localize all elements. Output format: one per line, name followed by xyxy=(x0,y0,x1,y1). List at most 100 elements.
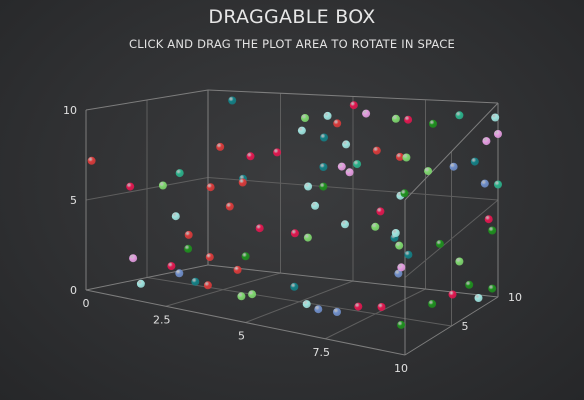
scatter-point[interactable] xyxy=(314,305,323,314)
scatter-point[interactable] xyxy=(228,96,237,105)
scatter-point[interactable] xyxy=(238,178,247,187)
scatter-point[interactable] xyxy=(273,148,282,157)
scatter-point[interactable] xyxy=(448,290,457,299)
scatter-point[interactable] xyxy=(394,269,403,278)
scatter-point[interactable] xyxy=(428,299,437,308)
scatter-point[interactable] xyxy=(353,160,362,169)
scatter-point[interactable] xyxy=(488,284,497,293)
scatter-point[interactable] xyxy=(372,146,381,155)
scatter-point[interactable] xyxy=(455,111,464,120)
scatter-point[interactable] xyxy=(248,290,257,299)
scatter-point[interactable] xyxy=(216,142,225,151)
scatter-point[interactable] xyxy=(341,220,349,229)
scatter-point[interactable] xyxy=(320,133,328,142)
scatter-point[interactable] xyxy=(333,119,342,128)
scatter-points[interactable] xyxy=(87,96,502,329)
axis-frame xyxy=(85,89,499,356)
scatter-point[interactable] xyxy=(255,224,264,233)
scatter-point[interactable] xyxy=(400,189,409,198)
scatter-point[interactable] xyxy=(184,244,193,253)
scatter-point[interactable] xyxy=(203,281,212,290)
z-tick-label: 5 xyxy=(462,320,469,333)
scatter-point[interactable] xyxy=(470,157,479,166)
scatter-point[interactable] xyxy=(342,140,351,149)
scatter-point[interactable] xyxy=(449,162,458,171)
side-wall-grid-line xyxy=(404,199,499,278)
scatter-point[interactable] xyxy=(323,111,332,120)
scatter-point[interactable] xyxy=(171,212,180,221)
scatter-point[interactable] xyxy=(362,109,371,118)
scatter-point[interactable] xyxy=(319,163,328,171)
scatter-point[interactable] xyxy=(225,202,234,211)
scatter-point[interactable] xyxy=(136,279,145,288)
scatter-point[interactable] xyxy=(494,180,502,189)
scatter-point[interactable] xyxy=(206,183,215,192)
scatter-point[interactable] xyxy=(302,300,311,309)
back-wall-grid-line xyxy=(207,177,499,201)
scatter-point[interactable] xyxy=(435,239,444,248)
x-tick-label: 5 xyxy=(238,330,245,343)
scatter-point[interactable] xyxy=(297,126,306,135)
box-edge xyxy=(207,264,499,298)
scatter-point[interactable] xyxy=(484,215,493,224)
x-tick-label: 2.5 xyxy=(153,313,171,326)
scatter-point[interactable] xyxy=(391,229,400,237)
scatter-point[interactable] xyxy=(87,156,96,165)
scatter-point[interactable] xyxy=(184,230,193,239)
scatter-point[interactable] xyxy=(175,169,184,178)
scatter-point[interactable] xyxy=(395,241,404,250)
scatter-point[interactable] xyxy=(397,320,406,329)
scatter-point[interactable] xyxy=(402,153,411,162)
scatter-point[interactable] xyxy=(371,222,380,231)
scatter-point[interactable] xyxy=(304,182,313,191)
scatter-point[interactable] xyxy=(191,277,200,286)
y-tick-label: 10 xyxy=(63,104,77,117)
scatter-point[interactable] xyxy=(233,265,242,274)
x-tick-label: 7.5 xyxy=(313,346,331,359)
scatter-point[interactable] xyxy=(404,115,413,124)
scatter-point[interactable] xyxy=(167,262,176,271)
scatter-point[interactable] xyxy=(303,233,312,242)
scatter-point[interactable] xyxy=(424,167,433,176)
scatter-point[interactable] xyxy=(237,292,246,301)
chart-subtitle: CLICK AND DRAG THE PLOT AREA TO ROTATE I… xyxy=(129,37,455,51)
box-edge xyxy=(404,102,499,201)
scatter-point[interactable] xyxy=(290,282,299,291)
scatter-point[interactable] xyxy=(391,114,400,123)
scatter-point[interactable] xyxy=(158,181,167,190)
scatter-point[interactable] xyxy=(377,303,386,311)
scatter-point[interactable] xyxy=(205,253,214,262)
scatter-point[interactable] xyxy=(337,162,346,171)
scatter-point[interactable] xyxy=(129,254,138,263)
scatter-point[interactable] xyxy=(491,113,500,122)
scatter-point[interactable] xyxy=(333,308,341,316)
scatter-point[interactable] xyxy=(301,114,309,122)
scatter-point[interactable] xyxy=(395,152,404,161)
scatter-point[interactable] xyxy=(319,182,328,191)
x-tick-label: 10 xyxy=(394,362,408,375)
z-tick-label: 10 xyxy=(508,291,522,304)
scatter-point[interactable] xyxy=(354,302,363,311)
scatter-point[interactable] xyxy=(311,201,320,210)
scatter-point[interactable] xyxy=(488,226,497,235)
box-edge xyxy=(207,89,499,104)
scatter-point[interactable] xyxy=(246,152,255,161)
scatter-point[interactable] xyxy=(474,294,483,302)
scatter-point[interactable] xyxy=(241,252,250,261)
scatter-point[interactable] xyxy=(480,179,489,188)
scatter-point[interactable] xyxy=(349,101,358,110)
scatter-point[interactable] xyxy=(126,182,135,191)
scatter-point[interactable] xyxy=(494,130,502,138)
scatter-point[interactable] xyxy=(376,207,385,216)
scatter-point[interactable] xyxy=(465,280,474,289)
scatter-point[interactable] xyxy=(175,269,184,278)
scatter-point[interactable] xyxy=(429,119,437,128)
scatter-point[interactable] xyxy=(482,137,491,146)
scatter-point[interactable] xyxy=(290,229,299,238)
scatter-point[interactable] xyxy=(404,250,413,259)
scatter-point[interactable] xyxy=(345,168,354,177)
scatter-point[interactable] xyxy=(455,257,464,266)
scatter-point[interactable] xyxy=(397,263,406,272)
